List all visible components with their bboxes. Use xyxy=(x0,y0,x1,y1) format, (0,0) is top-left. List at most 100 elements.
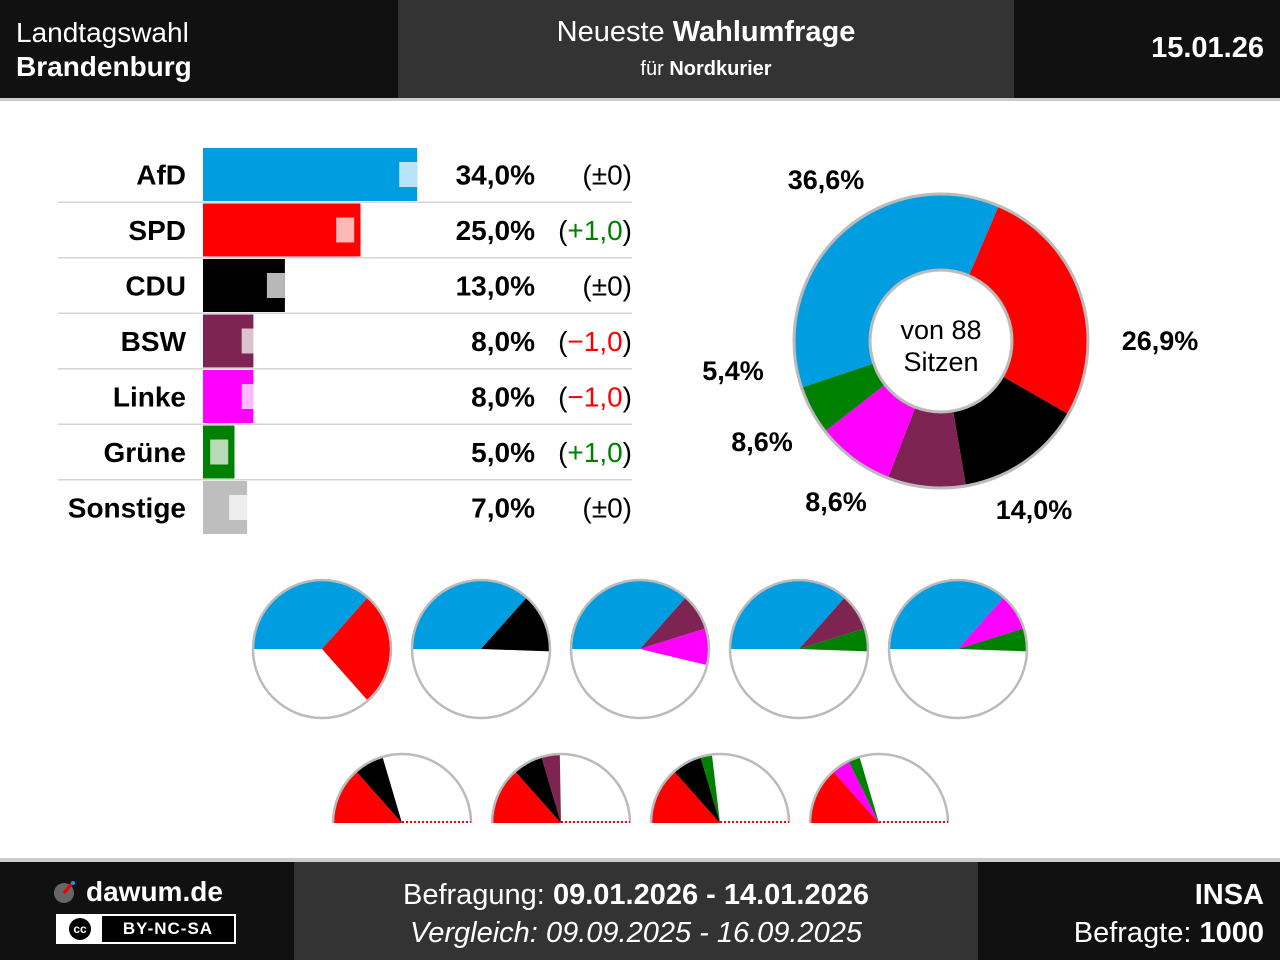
coalition-slice-afd xyxy=(253,579,368,649)
bar-category-label: SPD xyxy=(128,215,186,246)
donut-value-label: 8,6% xyxy=(805,487,867,517)
bar-change-label: (−1,0) xyxy=(558,326,632,357)
coalition-pie-afd-cdu xyxy=(410,578,552,720)
coalition-halfpie-spd-cdu xyxy=(331,752,473,824)
donut-slice-bsw xyxy=(887,405,966,488)
coalition-charts xyxy=(251,578,1029,824)
respondents-label: Befragte: xyxy=(1073,917,1192,949)
coalition-halfpie-outline xyxy=(649,752,791,824)
change-paren-open: ( xyxy=(558,382,568,413)
header-title-block: Neueste Wahlumfrage für Nordkurier xyxy=(398,0,1014,98)
bar-previous-marker-cdu xyxy=(266,273,285,298)
change-paren-close: ) xyxy=(623,437,632,468)
creative-commons-icon: cc xyxy=(58,916,102,942)
compare-period: 09.09.2025 - 16.09.2025 xyxy=(545,917,862,949)
coalition-halfpie-outline xyxy=(490,752,632,824)
license-badge[interactable]: cc BY-NC-SA xyxy=(56,914,236,944)
coalition-slice-gruene xyxy=(799,628,868,652)
bar-previous-marker-spd xyxy=(336,217,355,243)
change-paren-open: ( xyxy=(558,437,568,468)
bar-value-label: 25,0% xyxy=(456,215,535,246)
region-name: Brandenburg xyxy=(16,51,192,82)
coalition-halfpie-spd-linke-gruene xyxy=(808,752,950,824)
bar-change-label: (−1,0) xyxy=(558,382,632,413)
bar-previous-marker-bsw xyxy=(241,328,260,354)
change-value: +1,0 xyxy=(567,437,622,468)
compare-period-line: Vergleich: 09.09.2025 - 16.09.2025 xyxy=(294,914,978,952)
license-text: BY-NC-SA xyxy=(122,919,214,938)
coalition-pie-afd-bsw-gruene xyxy=(728,578,870,720)
election-type: Landtagswahl xyxy=(16,17,189,48)
coalition-pie-outline xyxy=(251,578,393,720)
title-prefix: Neueste xyxy=(556,16,665,48)
donut-value-label: 8,6% xyxy=(731,427,793,457)
coalition-slice-cdu xyxy=(356,756,402,823)
title-bold: Wahlumfrage xyxy=(672,16,856,48)
change-value: −1,0 xyxy=(567,326,622,357)
bar-previous-marker-linke xyxy=(241,384,260,409)
donut-center-line2: Sitzen xyxy=(903,347,978,377)
bar-change-label: (±0) xyxy=(582,160,632,191)
coalition-halfpie-outline xyxy=(808,752,950,824)
respondents-line: Befragte: 1000 xyxy=(978,914,1264,952)
coalition-pie-outline xyxy=(569,578,711,720)
bar-category-label: Linke xyxy=(113,382,186,413)
coalition-slice-gruene xyxy=(848,756,879,823)
coalition-slice-spd xyxy=(492,771,561,823)
bar-chart: AfD 34,0% (±0)SPD 25,0% (+1,0)CDU 13,0% (±0)BS… xyxy=(58,148,632,534)
footer-period-block: Befragung: 09.01.2026 - 14.01.2026 Vergl… xyxy=(294,862,978,960)
donut-value-label: 36,6% xyxy=(788,165,865,195)
coalition-slice-spd xyxy=(651,771,720,823)
coalition-slice-afd xyxy=(571,580,686,649)
bar-previous-marker-afd xyxy=(399,162,418,187)
coalition-halfpie-spd-cdu-gruene xyxy=(649,752,791,824)
client-name: Nordkurier xyxy=(669,58,772,80)
donut-outline xyxy=(792,192,1090,490)
page-title: Neueste Wahlumfrage xyxy=(398,14,1014,50)
subtitle-prefix: für xyxy=(640,58,664,80)
bar-change-label: (±0) xyxy=(582,271,632,302)
donut-center-line1: von 88 xyxy=(900,315,981,345)
header-date: 15.01.26 xyxy=(1014,0,1280,98)
bar-change-label: (±0) xyxy=(582,493,632,524)
coalition-pie-outline xyxy=(887,578,1029,720)
change-paren-open: ( xyxy=(558,215,568,246)
coalition-halfpie-spd-cdu-bsw xyxy=(490,752,632,824)
coalition-slice-spd xyxy=(333,771,402,823)
bar-value-label: 13,0% xyxy=(456,271,535,302)
donut-slice-afd xyxy=(794,194,999,388)
footer-institute-block: INSA Befragte: 1000 xyxy=(978,862,1280,960)
coalition-slice-bsw xyxy=(640,597,706,649)
bar-change-label: (+1,0) xyxy=(558,215,632,246)
coalition-slice-cdu xyxy=(481,597,550,652)
brand[interactable]: dawum.de xyxy=(52,876,223,908)
bar-value-label: 8,0% xyxy=(471,382,535,413)
change-paren-open: ( xyxy=(558,326,568,357)
change-value: −1,0 xyxy=(567,382,622,413)
footer-divider xyxy=(0,858,1280,862)
bar-category-label: AfD xyxy=(136,160,186,191)
donut-slice-cdu xyxy=(952,375,1069,486)
bar-category-label: BSW xyxy=(121,326,187,357)
bar-value-label: 8,0% xyxy=(471,326,535,357)
header-region-block: Landtagswahl Brandenburg xyxy=(0,0,398,98)
donut-value-label: 5,4% xyxy=(702,356,764,386)
coalition-slice-linke xyxy=(640,628,709,666)
survey-period-line: Befragung: 09.01.2026 - 14.01.2026 xyxy=(294,876,978,914)
survey-label: Befragung: xyxy=(402,879,545,911)
brand-name: dawum.de xyxy=(86,876,223,907)
coalition-slice-spd xyxy=(810,771,879,823)
change-paren-close: ) xyxy=(623,326,632,357)
coalition-slice-afd xyxy=(730,580,845,649)
donut-center xyxy=(868,268,1014,414)
dawum-logo-icon xyxy=(54,881,75,903)
bar-value-label: 7,0% xyxy=(471,493,535,524)
coalition-slice-linke xyxy=(833,761,879,823)
footer-brand-block: dawum.de cc BY-NC-SA xyxy=(0,862,294,960)
donut-slice-gruene xyxy=(801,362,887,432)
bar-value-label: 34,0% xyxy=(456,160,535,191)
bar-previous-marker-sonstige xyxy=(229,495,248,520)
coalition-slice-linke xyxy=(958,597,1024,649)
bar-category-label: Grüne xyxy=(104,437,186,468)
